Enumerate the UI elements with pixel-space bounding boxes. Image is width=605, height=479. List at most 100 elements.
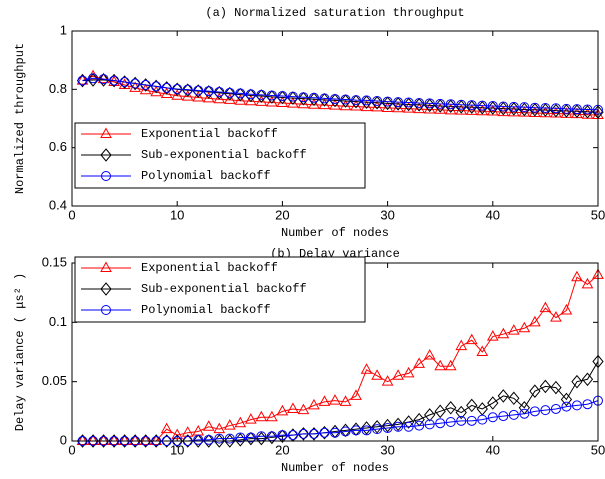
data-point <box>244 413 257 424</box>
data-point <box>308 428 319 439</box>
data-point <box>118 75 131 89</box>
data-point <box>361 425 372 436</box>
data-point <box>97 434 110 448</box>
data-point <box>561 401 572 412</box>
data-point <box>202 91 215 103</box>
data-point <box>287 91 298 102</box>
data-point <box>171 428 184 440</box>
data-point <box>87 73 99 87</box>
data-point <box>497 389 509 403</box>
x-tick-label: 10 <box>170 207 184 222</box>
legend-label: Polynomial backoff <box>141 169 271 183</box>
data-point <box>318 98 331 110</box>
data-point <box>455 405 467 420</box>
data-point <box>508 391 520 406</box>
series-line <box>82 77 599 111</box>
axes-box <box>71 30 599 207</box>
data-point <box>414 98 425 109</box>
data-point <box>529 315 541 327</box>
data-point <box>582 104 593 115</box>
legend-marker <box>100 282 112 296</box>
data-point <box>234 416 247 428</box>
data-point <box>150 434 163 445</box>
data-point <box>329 99 341 110</box>
data-point <box>129 434 141 448</box>
data-point <box>456 99 467 110</box>
data-point <box>172 84 183 95</box>
x-tick-label: 30 <box>380 442 394 457</box>
y-tick-label: 1 <box>60 22 67 37</box>
y-tick-label: 0.1 <box>49 314 67 329</box>
data-point <box>203 85 215 99</box>
data-point <box>487 100 498 111</box>
data-point <box>130 78 141 89</box>
data-point <box>582 399 593 410</box>
data-point <box>193 85 204 96</box>
data-point <box>329 394 341 405</box>
data-point <box>214 433 225 444</box>
y-tick-label: 0.4 <box>49 197 67 212</box>
data-point <box>455 339 468 351</box>
data-point <box>403 421 414 432</box>
data-point <box>202 420 215 431</box>
x-tick-label: 0 <box>68 207 75 222</box>
data-point <box>76 434 89 445</box>
data-point <box>182 83 194 97</box>
data-point <box>571 374 583 389</box>
data-point <box>171 434 183 448</box>
data-point <box>213 86 225 100</box>
data-point <box>203 434 214 445</box>
data-point <box>192 90 205 102</box>
y-tick-label: 0.05 <box>42 373 67 388</box>
data-point <box>287 402 299 413</box>
data-point <box>371 369 383 380</box>
data-point <box>224 87 235 98</box>
legend-marker <box>101 305 111 315</box>
data-point <box>571 270 583 282</box>
data-point <box>424 408 436 422</box>
data-point <box>276 96 289 108</box>
data-point <box>351 95 362 106</box>
x-tick-label: 50 <box>591 442 605 457</box>
data-point <box>560 303 573 315</box>
data-point <box>507 324 520 335</box>
data-point <box>223 93 236 104</box>
data-point <box>487 412 498 423</box>
y-tick-label: 0.15 <box>42 254 67 269</box>
data-point <box>571 104 582 115</box>
legend-marker <box>100 127 112 138</box>
data-point <box>372 96 383 106</box>
data-point <box>266 95 278 107</box>
legend-marker <box>100 261 112 272</box>
data-point <box>266 410 278 422</box>
data-point <box>539 379 552 394</box>
data-point <box>581 372 594 387</box>
series-line <box>82 274 599 442</box>
data-point <box>498 101 509 112</box>
data-point <box>350 100 362 111</box>
data-point <box>360 100 373 112</box>
data-point <box>97 73 110 87</box>
data-point <box>139 434 152 448</box>
data-point <box>487 396 499 410</box>
data-point <box>466 415 477 426</box>
data-point <box>139 434 152 445</box>
data-point <box>224 433 235 444</box>
data-point <box>213 422 226 434</box>
x-axis-label: Number of nodes <box>281 226 389 240</box>
data-point <box>224 86 236 101</box>
data-point <box>350 389 362 400</box>
legend-marker <box>101 171 111 181</box>
data-point <box>276 404 289 416</box>
data-point <box>318 425 331 440</box>
data-point <box>529 384 541 398</box>
data-point <box>182 434 194 448</box>
data-point <box>518 321 531 333</box>
data-point <box>140 79 151 90</box>
legend-label: Exponential backoff <box>141 127 278 141</box>
data-point <box>108 73 120 88</box>
data-point <box>550 403 561 414</box>
data-point <box>360 363 373 374</box>
data-point <box>414 420 425 431</box>
